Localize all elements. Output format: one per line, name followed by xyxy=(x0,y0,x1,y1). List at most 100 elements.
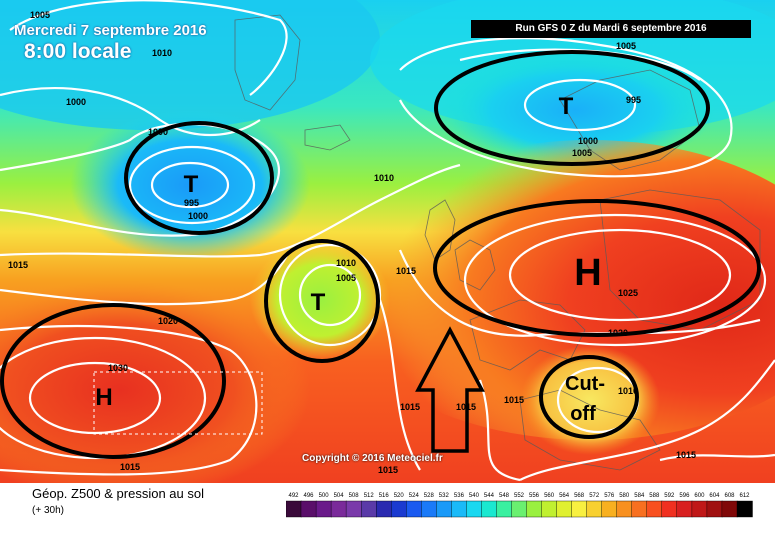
isobar-value-p1020-left: 1020 xyxy=(158,316,178,326)
isobar-value-p1000-mid: 1000 xyxy=(148,127,168,137)
scale-swatch-520 xyxy=(390,500,407,518)
isobar-value-p1030-high: 1030 xyxy=(108,363,128,373)
ring-low-center xyxy=(264,239,380,363)
isobar-value-p1010-t2: 1010 xyxy=(336,258,356,268)
isobar-value-p1015-med3: 1015 xyxy=(504,395,524,405)
scale-swatch-500 xyxy=(315,500,332,518)
scale-swatch-540 xyxy=(466,500,483,518)
scale-swatch-560 xyxy=(541,500,558,518)
coastlines xyxy=(234,14,761,471)
scale-tick-560: 560 xyxy=(544,493,555,499)
scale-tick-536: 536 xyxy=(454,493,465,499)
scale-tick-548: 548 xyxy=(499,493,510,499)
scale-tick-604: 604 xyxy=(709,493,720,499)
isobar-value-p1005-topright: 1005 xyxy=(616,41,636,51)
scale-tick-524: 524 xyxy=(409,493,420,499)
scale-swatch-568 xyxy=(571,500,588,518)
scale-swatch-576 xyxy=(601,500,618,518)
scale-swatch-536 xyxy=(451,500,468,518)
label-cutoff-line1: Cut- xyxy=(565,373,605,395)
map-canvas: T T T H H Cut- off 100510101000100099510… xyxy=(0,0,775,500)
scale-swatch-544 xyxy=(481,500,498,518)
scale-swatch-604 xyxy=(706,500,723,518)
scale-swatch-496 xyxy=(300,500,317,518)
scale-tick-508: 508 xyxy=(349,493,360,499)
scale-swatch-492 xyxy=(286,500,302,518)
scale-tick-580: 580 xyxy=(619,493,630,499)
scale-swatch-512 xyxy=(360,500,377,518)
scale-swatch-516 xyxy=(375,500,392,518)
isobar-value-p1015-left: 1015 xyxy=(8,260,28,270)
scale-swatch-548 xyxy=(496,500,513,518)
scale-swatch-552 xyxy=(511,500,528,518)
ring-low-atlantic xyxy=(124,121,274,235)
scale-swatch-504 xyxy=(330,500,347,518)
isobar-value-p1000-left: 1000 xyxy=(66,97,86,107)
scale-tick-500: 500 xyxy=(319,493,330,499)
ring-high-europe xyxy=(433,199,761,337)
isobar-value-p1015-bl: 1015 xyxy=(120,462,140,472)
scale-tick-576: 576 xyxy=(604,493,615,499)
scale-swatch-592 xyxy=(661,500,678,518)
isobar-value-p1015-med2: 1015 xyxy=(456,402,476,412)
scale-tick-600: 600 xyxy=(694,493,705,499)
scale-tick-544: 544 xyxy=(484,493,495,499)
isobar-value-p1015-br: 1015 xyxy=(676,450,696,460)
run-info: Run GFS 0 Z du Mardi 6 septembre 2016 xyxy=(471,20,751,38)
label-low-center: T xyxy=(311,289,326,316)
isobar-value-p1005-t2: 1005 xyxy=(336,273,356,283)
scale-swatch-564 xyxy=(556,500,573,518)
scale-tick-584: 584 xyxy=(634,493,645,499)
scale-swatch-572 xyxy=(586,500,603,518)
scale-tick-588: 588 xyxy=(649,493,660,499)
ring-high-atlantic xyxy=(0,303,226,459)
isobar-value-p1000-scand: 1000 xyxy=(578,136,598,146)
isobar-value-p1005-topleft: 1005 xyxy=(30,10,50,20)
map-time: 8:00 locale xyxy=(24,40,132,63)
scale-tick-532: 532 xyxy=(439,493,450,499)
isobar-value-p1010-topleft: 1010 xyxy=(152,48,172,58)
copyright: Copyright © 2016 Meteociel.fr xyxy=(302,453,443,464)
scale-swatch-556 xyxy=(526,500,543,518)
label-low-scandinavia: T xyxy=(559,93,574,120)
weather-map: T T T H H Cut- off 1005 1010 1000 1000 995 10… xyxy=(0,0,775,500)
scale-tick-596: 596 xyxy=(679,493,690,499)
label-high-europe: H xyxy=(574,252,601,294)
scale-swatch-588 xyxy=(646,500,663,518)
scale-tick-520: 520 xyxy=(394,493,405,499)
isobar-value-p1000-low: 1000 xyxy=(188,211,208,221)
scale-swatch-584 xyxy=(631,500,648,518)
system-labels: T T T H H Cut- off xyxy=(95,93,605,425)
scale-tick-552: 552 xyxy=(514,493,525,499)
pressure-labels: 1005 1010 1000 1000 995 1000 1010 1015 1020 1030 1… xyxy=(8,10,696,475)
legend-bar: Géop. Z500 & pression au sol (+ 30h) 492… xyxy=(0,483,775,535)
scale-tick-612: 612 xyxy=(739,493,750,499)
isobar-value-p1010-center: 1010 xyxy=(374,173,394,183)
analysis-rings xyxy=(0,50,761,459)
scale-tick-504: 504 xyxy=(334,493,345,499)
scale-tick-572: 572 xyxy=(589,493,600,499)
scale-tick-568: 568 xyxy=(574,493,585,499)
label-cutoff-line2: off xyxy=(570,403,596,425)
label-low-atlantic: T xyxy=(184,171,199,198)
scale-tick-556: 556 xyxy=(529,493,540,499)
scale-swatch-600 xyxy=(691,500,708,518)
ring-cutoff xyxy=(539,355,639,439)
scale-tick-564: 564 xyxy=(559,493,570,499)
isobar-value-p1010-cutoff: 1010 xyxy=(618,386,638,396)
scale-swatch-508 xyxy=(345,500,362,518)
scale-tick-516: 516 xyxy=(379,493,390,499)
isobar-value-p1015-bottom: 1015 xyxy=(378,465,398,475)
up-arrow xyxy=(415,326,485,453)
scale-swatch-608 xyxy=(721,500,738,518)
selection-box[interactable] xyxy=(93,371,263,435)
map-date: Mercredi 7 septembre 2016 xyxy=(14,22,207,39)
scale-swatch-524 xyxy=(406,500,423,518)
scale-tick-540: 540 xyxy=(469,493,480,499)
scale-tick-492: 492 xyxy=(288,493,299,499)
scale-swatch-580 xyxy=(616,500,633,518)
legend-title: Géop. Z500 & pression au sol xyxy=(32,486,204,501)
legend-subtitle: (+ 30h) xyxy=(32,505,64,516)
scale-tick-608: 608 xyxy=(724,493,735,499)
label-high-atlantic: H xyxy=(95,384,112,411)
